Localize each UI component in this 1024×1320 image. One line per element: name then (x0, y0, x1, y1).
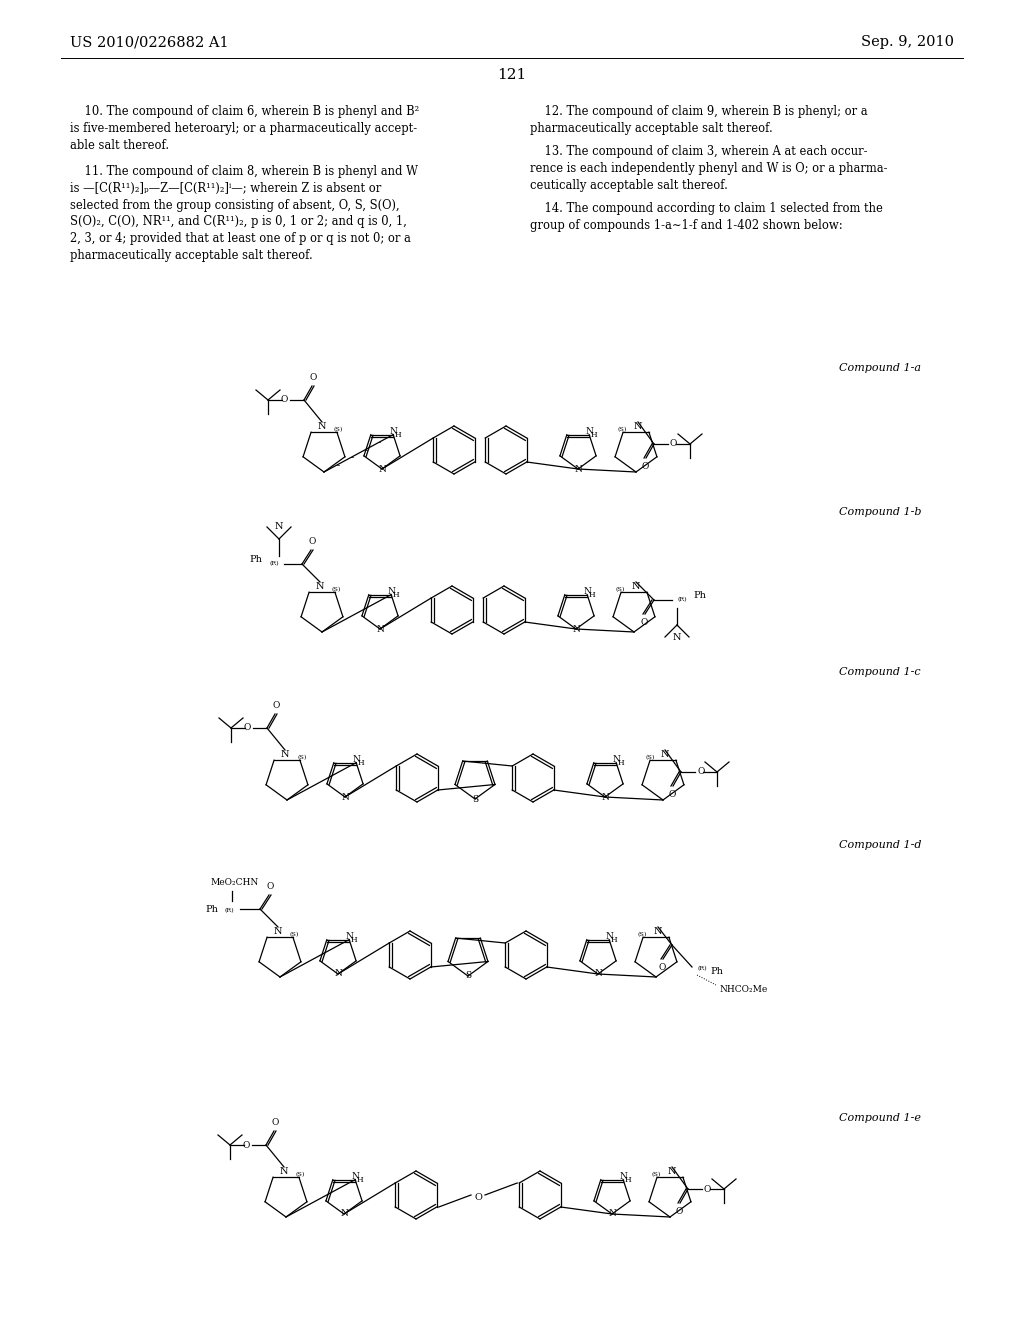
Text: N: N (389, 426, 397, 436)
Text: O: O (474, 1192, 482, 1201)
Text: O: O (658, 964, 666, 972)
Text: Ph: Ph (206, 904, 218, 913)
Text: Ph: Ph (711, 968, 723, 977)
Text: Compound 1-d: Compound 1-d (839, 840, 922, 850)
Text: N: N (376, 624, 384, 634)
Text: N: N (594, 969, 602, 978)
Text: N: N (352, 755, 360, 764)
Text: Compound 1-c: Compound 1-c (840, 667, 921, 677)
Text: N: N (660, 750, 670, 759)
Text: O: O (308, 537, 315, 546)
Text: H: H (625, 1176, 632, 1184)
Text: H: H (357, 759, 365, 767)
Text: O: O (675, 1206, 683, 1216)
Text: 13. The compound of claim 3, wherein A at each occur-
rence is each independentl: 13. The compound of claim 3, wherein A a… (530, 145, 888, 191)
Text: N: N (673, 634, 681, 642)
Text: O: O (670, 440, 677, 449)
Text: 11. The compound of claim 8, wherein B is phenyl and W
is —[C(R¹¹)₂]ₚ—Z—[C(R¹¹)₂: 11. The compound of claim 8, wherein B i… (70, 165, 418, 261)
Text: N: N (273, 927, 283, 936)
Text: N: N (274, 521, 284, 531)
Text: N: N (334, 969, 342, 978)
Text: (R): (R) (677, 598, 687, 602)
Text: N: N (341, 792, 349, 801)
Text: N: N (387, 586, 395, 595)
Text: N: N (351, 1172, 359, 1180)
Text: (S): (S) (297, 755, 306, 760)
Text: (S): (S) (296, 1172, 305, 1177)
Text: US 2010/0226882 A1: US 2010/0226882 A1 (70, 36, 228, 49)
Text: N: N (280, 1167, 288, 1176)
Text: O: O (281, 396, 288, 404)
Text: N: N (620, 1172, 627, 1180)
Text: O: O (309, 374, 316, 381)
Text: O: O (243, 1140, 250, 1150)
Text: (S): (S) (616, 587, 626, 593)
Text: N: N (605, 932, 613, 941)
Text: O: O (641, 462, 648, 471)
Text: Sep. 9, 2010: Sep. 9, 2010 (861, 36, 954, 49)
Text: H: H (611, 936, 617, 944)
Text: 14. The compound according to claim 1 selected from the
group of compounds 1-a∼1: 14. The compound according to claim 1 se… (530, 202, 883, 232)
Text: H: H (395, 430, 401, 438)
Text: MeO₂CHN: MeO₂CHN (211, 878, 259, 887)
Text: O: O (697, 767, 705, 776)
Text: N: N (586, 426, 593, 436)
Text: (S): (S) (638, 932, 647, 937)
Text: (S): (S) (290, 932, 299, 937)
Text: NHCO₂Me: NHCO₂Me (720, 985, 768, 994)
Text: N: N (634, 422, 642, 432)
Text: H: H (351, 936, 357, 944)
Text: Compound 1-e: Compound 1-e (839, 1113, 921, 1123)
Text: O: O (669, 789, 676, 799)
Text: (S): (S) (645, 755, 654, 760)
Text: O: O (705, 1184, 712, 1193)
Text: H: H (591, 430, 597, 438)
Text: (R): (R) (224, 908, 234, 913)
Text: N: N (653, 927, 663, 936)
Text: H: H (393, 590, 399, 599)
Text: H: H (356, 1176, 364, 1184)
Text: S: S (465, 972, 471, 981)
Text: (R): (R) (697, 966, 707, 972)
Text: (R): (R) (269, 561, 279, 566)
Text: N: N (281, 750, 289, 759)
Text: (S): (S) (618, 428, 628, 433)
Text: H: H (589, 590, 596, 599)
Text: O: O (266, 882, 273, 891)
Text: 12. The compound of claim 9, wherein B is phenyl; or a
pharmaceutically acceptab: 12. The compound of claim 9, wherein B i… (530, 106, 867, 135)
Text: Compound 1-a: Compound 1-a (839, 363, 921, 374)
Text: O: O (271, 1118, 279, 1127)
Text: N: N (572, 624, 580, 634)
Text: 121: 121 (498, 69, 526, 82)
Text: (S): (S) (332, 587, 341, 593)
Text: Ph: Ph (693, 590, 707, 599)
Text: Ph: Ph (250, 554, 262, 564)
Text: N: N (601, 792, 609, 801)
Text: O: O (640, 618, 648, 627)
Text: (S): (S) (334, 428, 343, 433)
Text: N: N (608, 1209, 616, 1218)
Text: N: N (668, 1167, 676, 1176)
Text: N: N (315, 582, 325, 591)
Text: 10. The compound of claim 6, wherein B is phenyl and B²
is five-membered heteroa: 10. The compound of claim 6, wherein B i… (70, 106, 419, 152)
Text: Compound 1-b: Compound 1-b (839, 507, 922, 517)
Text: H: H (617, 759, 625, 767)
Text: N: N (574, 465, 582, 474)
Text: N: N (612, 755, 621, 764)
Text: N: N (340, 1209, 348, 1218)
Text: (S): (S) (652, 1172, 662, 1177)
Text: N: N (632, 582, 640, 591)
Text: N: N (584, 586, 591, 595)
Text: N: N (345, 932, 353, 941)
Text: O: O (272, 701, 280, 710)
Text: S: S (472, 795, 478, 804)
Text: O: O (244, 723, 251, 733)
Text: N: N (317, 422, 327, 432)
Text: N: N (378, 465, 386, 474)
